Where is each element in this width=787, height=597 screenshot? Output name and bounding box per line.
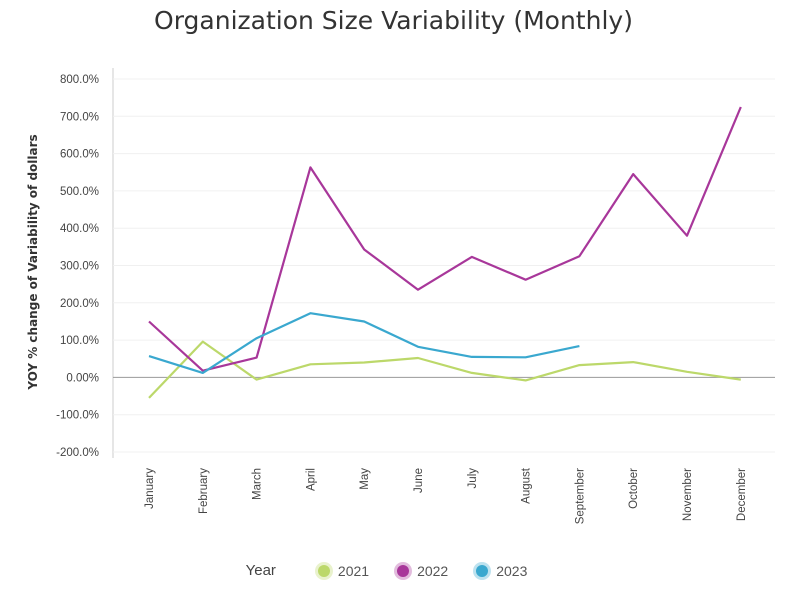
x-tick-label: August <box>521 467 533 504</box>
x-tick-label: September <box>574 468 586 524</box>
x-tick-label: October <box>628 468 640 509</box>
legend-label: 2023 <box>496 562 528 579</box>
x-tick-label: March <box>252 468 264 500</box>
y-tick-label: -100.0% <box>56 410 99 422</box>
y-tick-label: 500.0% <box>60 186 99 198</box>
chart-title: Organization Size Variability (Monthly) <box>154 6 633 35</box>
y-axis-ticks: 800.0% 700.0% 600.0% 500.0% 400.0% 300.0% 200.… <box>56 74 99 459</box>
legend-item-2021[interactable]: 2021 <box>317 562 370 579</box>
y-tick-label: 600.0% <box>60 149 99 161</box>
legend-title: Year <box>245 562 276 579</box>
x-tick-label: July <box>467 468 479 489</box>
x-tick-label: December <box>736 468 748 521</box>
legend-marker <box>476 564 489 577</box>
x-axis-ticks: January February March April May June July Augu… <box>144 467 748 524</box>
legend-marker <box>317 564 330 577</box>
x-tick-label: November <box>682 468 694 521</box>
x-tick-label: April <box>305 468 317 491</box>
y-axis-label: YOY % change of Variability of dollars <box>26 134 40 390</box>
y-tick-label: 300.0% <box>60 261 99 273</box>
y-tick-label: 400.0% <box>60 223 99 235</box>
x-tick-label: May <box>359 468 371 490</box>
legend-label: 2021 <box>337 562 370 579</box>
legend-item-2023[interactable]: 2023 <box>476 563 527 579</box>
legend-label: 2022 <box>417 562 449 579</box>
legend: Year 2021 2022 2023 <box>0 562 787 579</box>
y-tick-label: 200.0% <box>60 298 99 310</box>
x-tick-label: February <box>198 468 210 514</box>
y-tick-label: 800.0% <box>60 74 99 86</box>
series-lines <box>148 106 742 399</box>
series-line-2021[interactable] <box>148 340 741 399</box>
gridlines <box>112 68 775 458</box>
series-line-2023[interactable] <box>148 312 580 374</box>
x-tick-label: June <box>413 468 425 493</box>
series-line-2022[interactable] <box>148 106 742 372</box>
x-tick-label: January <box>144 468 156 509</box>
legend-marker <box>397 564 410 577</box>
y-tick-label: -200.0% <box>56 447 99 459</box>
y-tick-label: 100.0% <box>60 335 99 347</box>
y-tick-label: 0.00% <box>66 372 99 384</box>
y-tick-label: 700.0% <box>60 111 99 123</box>
legend-item-2022[interactable]: 2022 <box>397 563 448 579</box>
